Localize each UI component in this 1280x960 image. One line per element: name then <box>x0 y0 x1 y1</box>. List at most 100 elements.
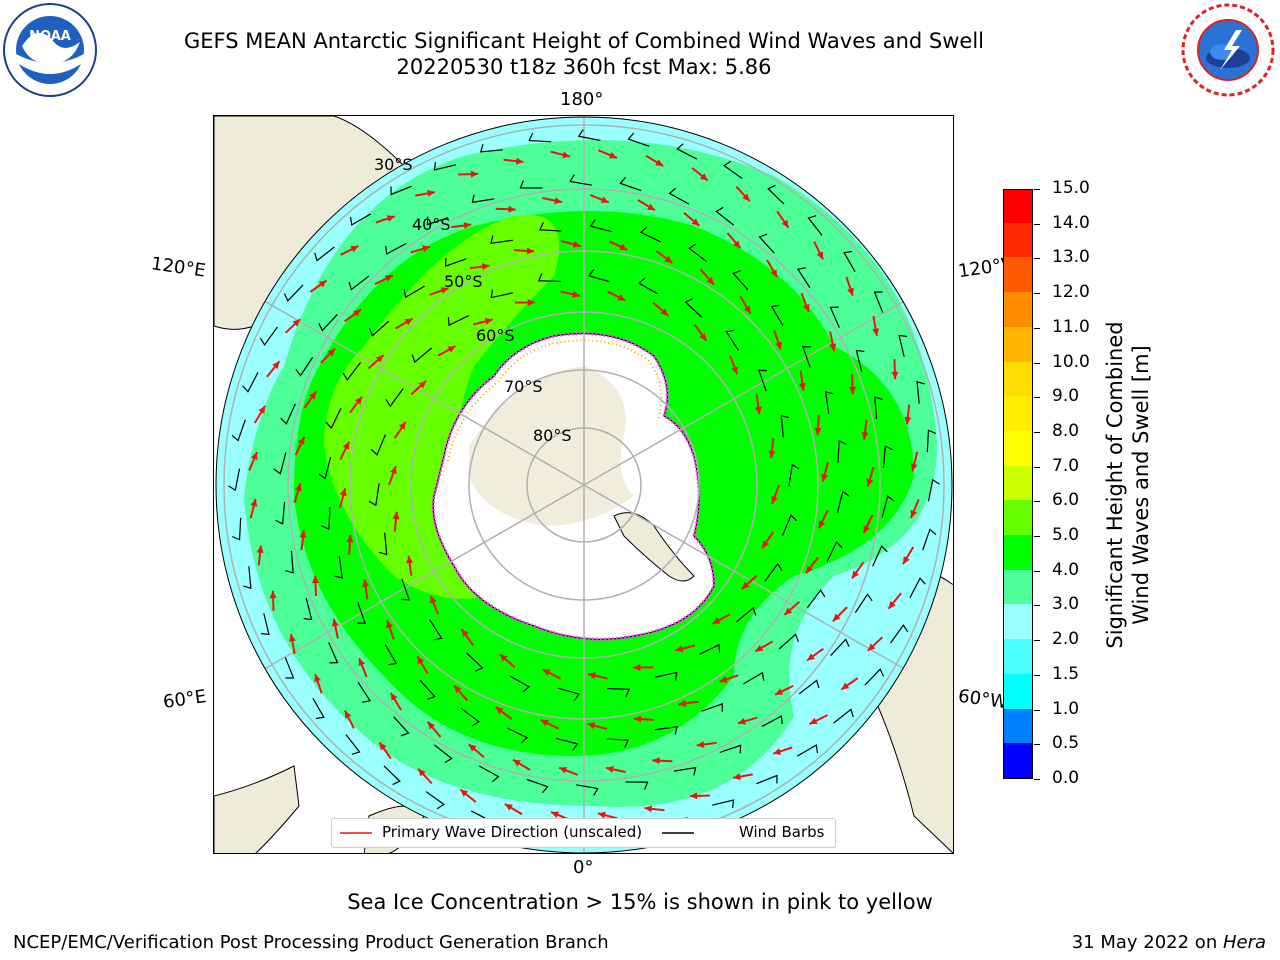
wind-barb <box>676 143 698 160</box>
wind-barb <box>357 681 372 703</box>
wave-arrowhead <box>660 308 669 316</box>
wave-arrowhead <box>699 173 708 181</box>
colorbar-tick-label: 13.0 <box>1052 247 1090 268</box>
colorbar-tickmark <box>1034 501 1040 503</box>
sea-ice-note: Sea Ice Concentration > 15% is shown in … <box>347 890 933 914</box>
colorbar-cell <box>1004 742 1032 778</box>
colorbar-cell <box>1004 603 1032 640</box>
wind-barb <box>465 652 484 672</box>
wind-barb <box>419 679 436 700</box>
wave-arrowhead <box>430 595 437 604</box>
colorbar-cell <box>1004 361 1032 397</box>
wind-barb <box>303 598 313 621</box>
wave-arrowhead <box>652 757 660 765</box>
colorbar-tickmark <box>1034 709 1040 711</box>
colorbar-tickmark <box>1034 640 1040 642</box>
colorbar-tickmark <box>1034 431 1040 433</box>
wave-arrowhead <box>770 269 778 278</box>
colorbar <box>1003 189 1033 779</box>
wind-barb <box>577 129 601 142</box>
wave-arrowhead <box>386 620 393 629</box>
graticule-meridians <box>216 117 952 853</box>
colorbar-tickmark <box>1034 744 1040 746</box>
colorbar-tickmark <box>1034 223 1040 225</box>
wave-direction-arrows <box>248 149 920 821</box>
colorbar-tick-label: 1.5 <box>1052 663 1080 684</box>
wave-arrowhead <box>768 450 776 459</box>
wave-arrowhead <box>741 581 750 590</box>
wind-barb <box>725 329 739 351</box>
wind-barb <box>882 445 893 469</box>
wind-barb <box>855 349 865 372</box>
wind-barb <box>796 744 819 757</box>
lat-label-40s: 40°S <box>412 215 451 234</box>
wind-barb <box>756 774 778 785</box>
wave-arrowhead <box>484 317 493 325</box>
wind-barb <box>758 233 775 254</box>
colorbar-tick-label: 1.0 <box>1052 698 1080 719</box>
wind-barb <box>796 267 811 289</box>
wave-arrowhead <box>298 436 305 445</box>
wave-arrowhead <box>608 152 617 159</box>
colorbar-cell <box>1004 326 1032 362</box>
wind-barb <box>837 440 847 463</box>
wind-barb <box>490 289 513 299</box>
wave-arrowhead <box>781 219 789 228</box>
wave-arrowhead <box>572 240 581 248</box>
wind-barb <box>743 671 765 685</box>
wave-arrowhead <box>773 748 782 755</box>
lat-label-60s: 60°S <box>476 326 515 345</box>
wave-arrowhead <box>816 251 824 260</box>
wind-barb <box>872 545 888 567</box>
wave-arrowhead <box>805 565 814 574</box>
colorbar-cell <box>1004 395 1032 431</box>
wind-barb <box>922 528 937 551</box>
wind-barb <box>490 235 513 245</box>
wind-barb <box>569 174 592 186</box>
wave-arrowhead <box>559 767 568 774</box>
wave-arrowhead <box>572 290 580 298</box>
colorbar-tick-label: 10.0 <box>1052 351 1090 372</box>
wave-arrowhead <box>251 452 258 461</box>
wave-arrowhead <box>647 203 655 211</box>
colorbar-cell <box>1004 222 1032 258</box>
lat-label-80s: 80°S <box>533 426 572 445</box>
footer-date: 31 May 2022 on Hera <box>1072 932 1266 953</box>
colorbar-tickmark <box>1034 674 1040 676</box>
wind-barb <box>873 291 884 313</box>
wave-arrowhead <box>866 478 874 487</box>
wind-barb <box>909 577 926 599</box>
wave-arrowhead <box>762 540 770 549</box>
chart-subtitle: 20220530 t18z 360h fcst Max: 5.86 <box>396 55 772 79</box>
wind-barb <box>576 784 599 796</box>
wind-barb <box>433 161 456 171</box>
wave-arrowhead <box>339 488 347 497</box>
polar-map: 30°S 40°S 50°S 60°S 70°S 80°S <box>214 116 953 853</box>
wind-barb <box>318 314 338 332</box>
wind-barb <box>460 707 480 727</box>
wave-arrowhead <box>418 380 427 389</box>
wave-arrowhead <box>691 218 700 226</box>
wave-arrowhead <box>597 811 606 819</box>
wind-barb <box>684 298 703 318</box>
wave-arrowhead <box>406 555 414 564</box>
wave-arrowhead <box>738 717 746 725</box>
lon-label-60w: 60°W <box>956 685 1009 714</box>
map-panel: 30°S 40°S 50°S 60°S 70°S 80°S <box>213 115 954 854</box>
wind-barb <box>843 250 856 273</box>
wave-arrowhead <box>461 629 469 638</box>
wind-barb <box>637 277 659 295</box>
chart-title: GEFS MEAN Antarctic Significant Height o… <box>183 29 985 53</box>
wave-arrowhead <box>417 656 425 665</box>
wave-arrowhead <box>675 645 684 653</box>
wind-barb <box>368 483 380 507</box>
wave-arrowhead <box>587 722 596 730</box>
wind-barb <box>314 246 335 262</box>
wind-barb <box>655 671 678 681</box>
wind-barb <box>334 556 344 579</box>
wind-barb <box>798 679 820 695</box>
colorbar-cell <box>1004 534 1032 570</box>
colorbar-tick-label: 0.0 <box>1052 768 1080 788</box>
wind-barb <box>349 213 372 226</box>
wave-arrowhead <box>327 348 336 357</box>
